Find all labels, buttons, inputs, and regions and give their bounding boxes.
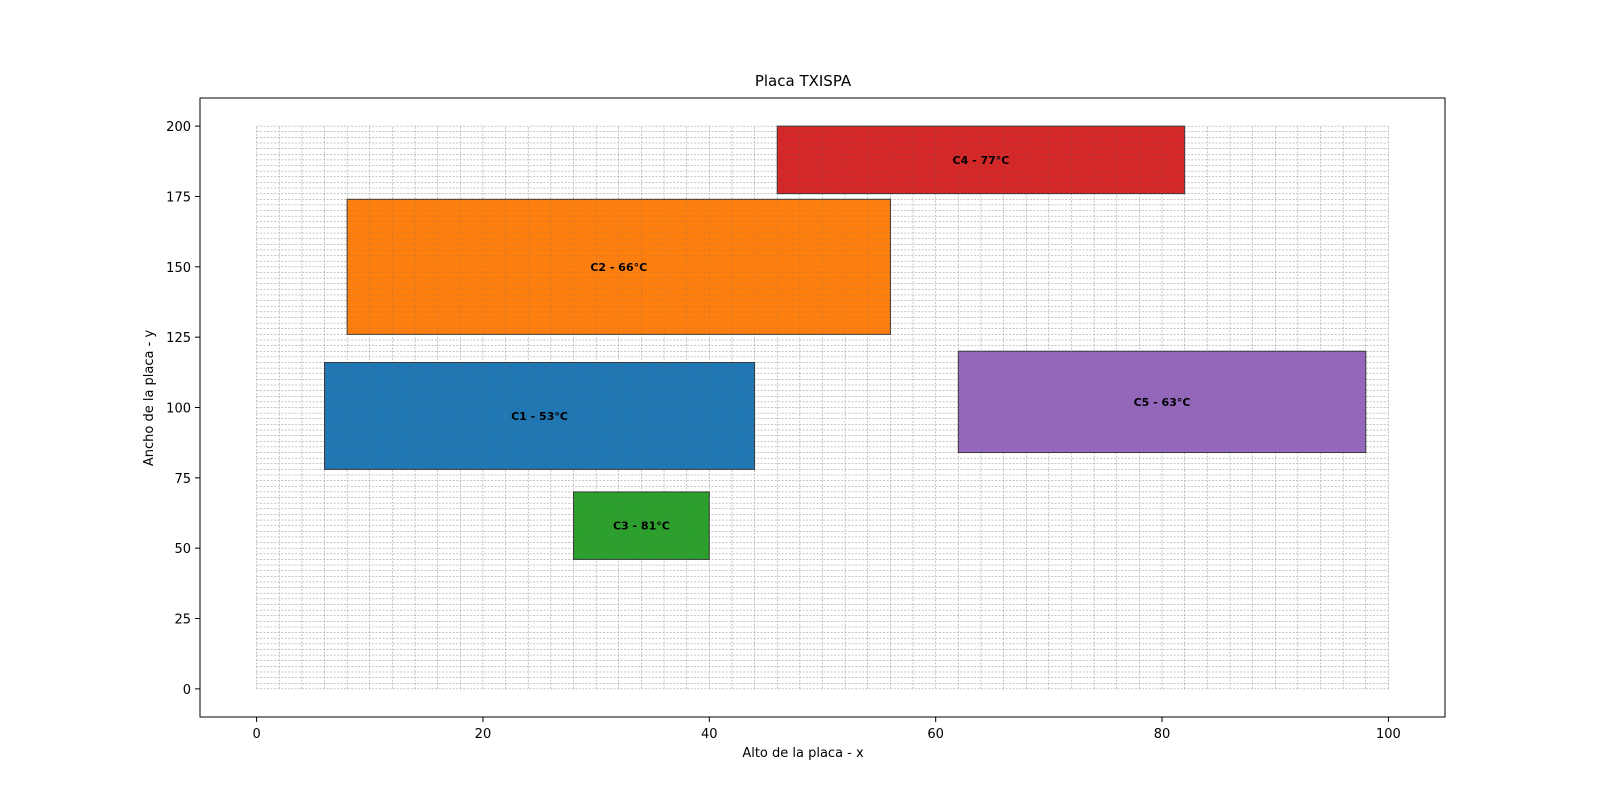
x-tick-label: 60 [927, 727, 944, 742]
y-tick-label: 125 [166, 331, 191, 346]
chart-title: Placa TXISPA [755, 72, 852, 90]
component-label: C3 - 81°C [613, 520, 670, 533]
component-label: C1 - 53°C [511, 410, 568, 423]
x-axis-ticks: 0 20 40 60 80 100 [252, 717, 1401, 742]
y-tick-label: 75 [174, 472, 191, 487]
component-c4: C4 - 77°C [776, 125, 1186, 195]
y-axis-label: Ancho de la placa - y [142, 330, 157, 467]
y-axis-ticks: 0 25 50 75 100 125 150 175 200 [166, 120, 200, 698]
y-tick-label: 150 [166, 261, 191, 276]
x-tick-label: 40 [701, 727, 718, 742]
component-rect [324, 361, 756, 470]
y-tick-label: 175 [166, 190, 191, 205]
y-tick-label: 200 [166, 120, 191, 135]
y-tick-label: 50 [174, 542, 191, 557]
component-c5: C5 - 63°C [957, 350, 1367, 454]
x-tick-label: 20 [475, 727, 492, 742]
x-tick-label: 100 [1376, 727, 1401, 742]
x-tick-label: 0 [252, 727, 260, 742]
x-tick-label: 80 [1154, 727, 1171, 742]
component-label: C5 - 63°C [1134, 396, 1191, 409]
component-c3: C3 - 81°C [573, 491, 710, 560]
y-tick-label: 100 [166, 402, 191, 417]
y-tick-label: 0 [183, 683, 191, 698]
component-c2: C2 - 66°C [346, 198, 891, 335]
components-layer: C1 - 53°C C2 - 66°C C3 - 81°C C4 - 77°C C5 -… [324, 125, 1367, 560]
x-axis-label: Alto de la placa - x [742, 746, 864, 761]
component-label: C2 - 66°C [590, 261, 647, 274]
component-c1: C1 - 53°C [324, 361, 756, 470]
y-tick-label: 25 [174, 613, 191, 628]
component-label: C4 - 77°C [953, 154, 1010, 167]
